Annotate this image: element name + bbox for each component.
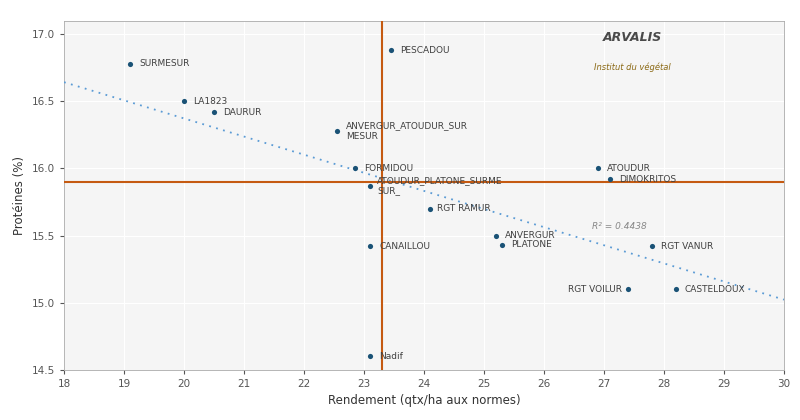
- Point: [592, 165, 605, 172]
- Text: Nadif: Nadif: [379, 352, 403, 361]
- Text: ATOUDUR_PLATONE_SURME
SUR_: ATOUDUR_PLATONE_SURME SUR_: [378, 176, 502, 196]
- Text: DAURUR: DAURUR: [223, 108, 262, 117]
- Point: [208, 109, 221, 116]
- Point: [490, 232, 502, 239]
- X-axis label: Rendement (qtx/ha aux normes): Rendement (qtx/ha aux normes): [328, 394, 520, 407]
- Point: [330, 128, 343, 134]
- Text: CANAILLOU: CANAILLOU: [379, 242, 430, 251]
- Text: DIMOKRITOS: DIMOKRITOS: [619, 175, 676, 184]
- Point: [363, 183, 377, 189]
- Text: R² = 0.4438: R² = 0.4438: [592, 222, 646, 231]
- Text: RGT RAMUR: RGT RAMUR: [438, 204, 491, 213]
- Point: [363, 353, 377, 360]
- Text: ARVALIS: ARVALIS: [602, 32, 662, 44]
- Text: RGT VANUR: RGT VANUR: [661, 242, 714, 251]
- Text: FORMIDOU: FORMIDOU: [364, 164, 413, 173]
- Text: ANVERGUR: ANVERGUR: [505, 231, 556, 240]
- Text: RGT VOILUR: RGT VOILUR: [568, 285, 622, 294]
- Text: ATOUDUR: ATOUDUR: [607, 164, 651, 173]
- Text: SURMESUR: SURMESUR: [139, 59, 190, 68]
- Text: PESCADOU: PESCADOU: [400, 46, 450, 55]
- Point: [349, 165, 362, 172]
- Text: ANVERGUR_ATOUDUR_SUR
MESUR: ANVERGUR_ATOUDUR_SUR MESUR: [346, 121, 468, 141]
- Text: Institut du végétal: Institut du végétal: [594, 63, 670, 72]
- Text: CASTELDOUX: CASTELDOUX: [685, 285, 746, 294]
- Point: [385, 47, 398, 54]
- Point: [178, 98, 190, 105]
- Point: [622, 286, 634, 292]
- Point: [363, 243, 377, 249]
- Y-axis label: Protéines (%): Protéines (%): [13, 156, 26, 235]
- Point: [646, 243, 658, 249]
- Point: [604, 176, 617, 183]
- Point: [496, 241, 509, 248]
- Text: PLATONE: PLATONE: [511, 240, 552, 249]
- Point: [670, 286, 682, 292]
- Text: LA1823: LA1823: [193, 97, 227, 106]
- Point: [123, 60, 136, 67]
- Point: [424, 205, 437, 212]
